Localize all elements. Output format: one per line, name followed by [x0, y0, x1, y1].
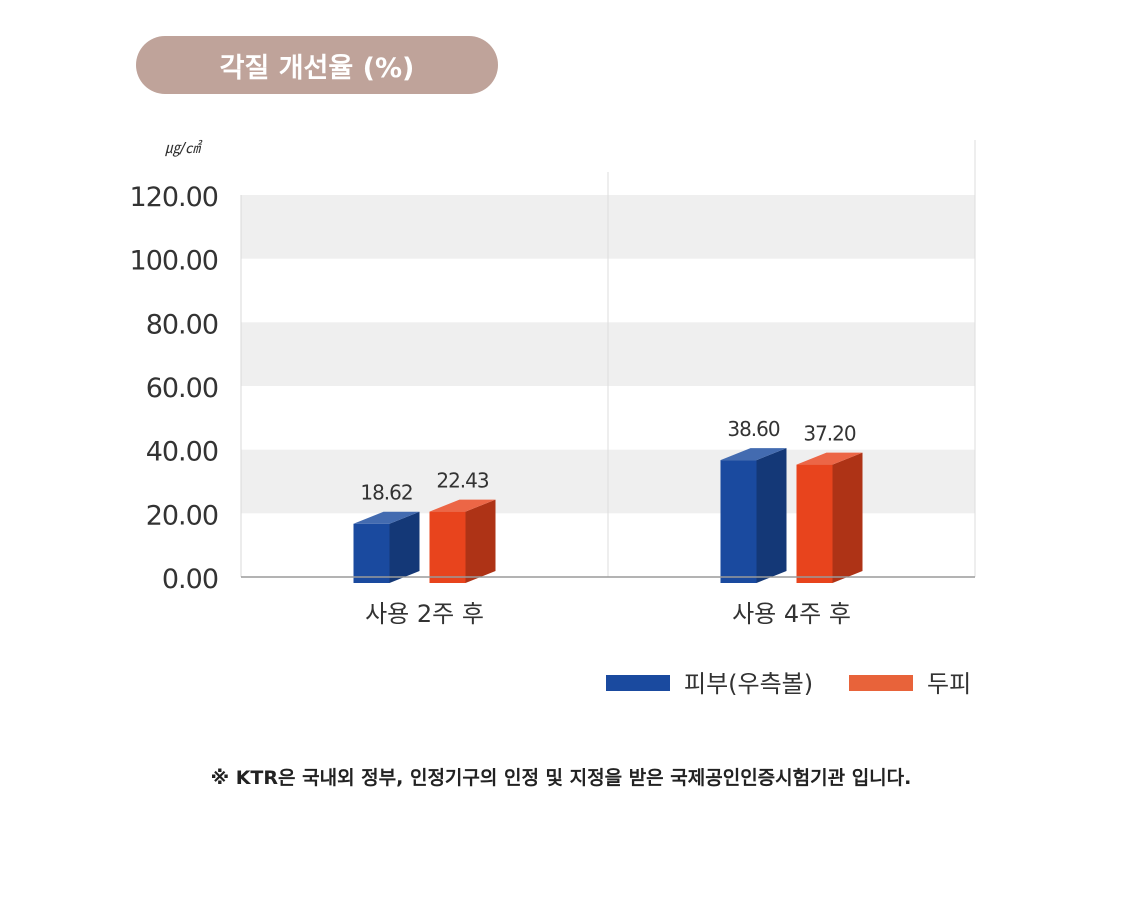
bar-1-0-front: [429, 511, 466, 583]
bar-1-1-side: [832, 452, 863, 583]
y-tick-label: 80.00: [146, 309, 218, 340]
data-label: 37.20: [803, 422, 856, 446]
y-tick-label: 20.00: [146, 500, 218, 531]
data-label: 22.43: [436, 469, 489, 493]
bar-1-0-top: [429, 499, 496, 512]
bar-1-1-top: [796, 452, 863, 465]
bar-0-0-top: [353, 511, 420, 524]
y-tick-label: 100.00: [130, 246, 218, 277]
y-tick-label: 60.00: [146, 373, 218, 404]
bar-0-0-side: [389, 511, 420, 583]
bar-0-1-top: [720, 448, 787, 461]
bar-0-0-front: [353, 523, 390, 583]
chart-title-badge: 각질 개선율 (%): [136, 36, 498, 94]
y-tick-label: 40.00: [146, 437, 218, 468]
data-label: 18.62: [360, 481, 412, 505]
data-label: 38.60: [727, 417, 780, 441]
footnote: ※ KTR은 국내외 정부, 인정기구의 인정 및 지정을 받은 국제공인인증시…: [210, 767, 912, 789]
legend-label-1: 두피: [927, 670, 971, 698]
bar-1-1-front: [796, 464, 833, 583]
chart-title: 각질 개선율 (%): [219, 52, 415, 84]
bar-0-1-front: [720, 460, 757, 583]
y-tick-label: 0.00: [162, 564, 218, 595]
legend-swatch-0: [606, 675, 670, 691]
y-tick-label: 120.00: [130, 182, 218, 213]
bar-chart: 0.00 20.00 40.00 60.00 80.00 100.00 120.00 ㎍/㎠ 1…: [130, 139, 976, 698]
x-tick-label: 사용 2주 후: [365, 600, 484, 628]
x-tick-label: 사용 4주 후: [732, 600, 851, 628]
legend-label-0: 피부(우측볼): [684, 670, 813, 698]
legend-swatch-1: [849, 675, 913, 691]
bar-1-0-side: [465, 499, 496, 583]
bar-0-1-side: [756, 448, 787, 583]
y-axis-unit: ㎍/㎠: [165, 139, 203, 157]
